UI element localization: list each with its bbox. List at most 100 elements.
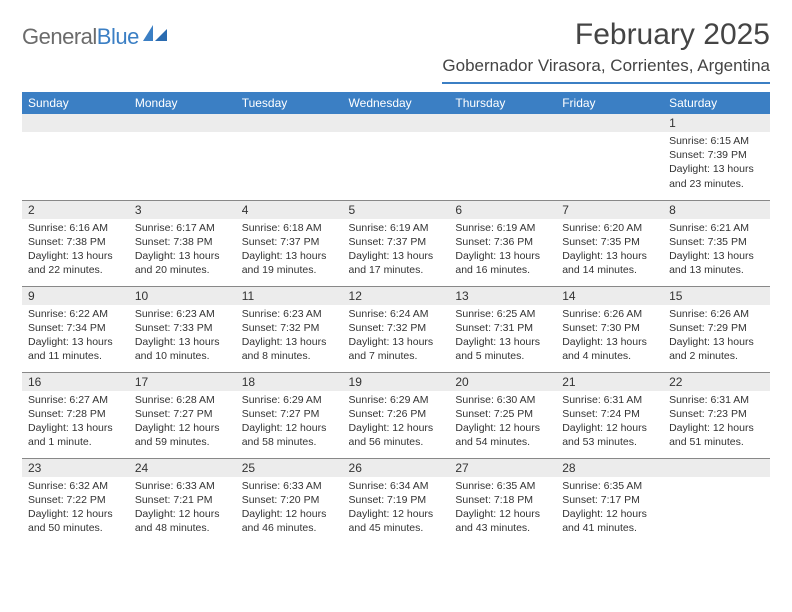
day-line: Sunrise: 6:35 AM (562, 479, 657, 493)
calendar-week: 9Sunrise: 6:22 AMSunset: 7:34 PMDaylight… (22, 286, 770, 372)
day-line: Sunrise: 6:29 AM (349, 393, 444, 407)
day-line: Sunset: 7:39 PM (669, 148, 764, 162)
day-line: Sunrise: 6:21 AM (669, 221, 764, 235)
day-line: and 43 minutes. (455, 521, 550, 535)
day-content: Sunrise: 6:17 AMSunset: 7:38 PMDaylight:… (129, 219, 236, 282)
day-line: Sunrise: 6:16 AM (28, 221, 123, 235)
day-line: Sunrise: 6:24 AM (349, 307, 444, 321)
day-line: Sunset: 7:27 PM (242, 407, 337, 421)
day-header: Saturday (663, 92, 770, 114)
day-content: Sunrise: 6:34 AMSunset: 7:19 PMDaylight:… (343, 477, 450, 540)
day-line: and 51 minutes. (669, 435, 764, 449)
day-number: 27 (449, 459, 556, 477)
day-number: 7 (556, 201, 663, 219)
calendar-day: 3Sunrise: 6:17 AMSunset: 7:38 PMDaylight… (129, 200, 236, 286)
day-line: and 23 minutes. (669, 177, 764, 191)
day-line: Daylight: 12 hours (28, 507, 123, 521)
day-number: 9 (22, 287, 129, 305)
day-line: and 45 minutes. (349, 521, 444, 535)
day-line: Daylight: 13 hours (669, 335, 764, 349)
day-number (663, 459, 770, 477)
day-line: Sunset: 7:32 PM (349, 321, 444, 335)
day-line: Daylight: 12 hours (242, 421, 337, 435)
day-number (129, 114, 236, 132)
day-line: Sunrise: 6:20 AM (562, 221, 657, 235)
day-number: 14 (556, 287, 663, 305)
day-line: Daylight: 12 hours (135, 421, 230, 435)
calendar-day: 21Sunrise: 6:31 AMSunset: 7:24 PMDayligh… (556, 372, 663, 458)
day-number: 6 (449, 201, 556, 219)
day-line: Sunset: 7:25 PM (455, 407, 550, 421)
day-content: Sunrise: 6:23 AMSunset: 7:32 PMDaylight:… (236, 305, 343, 368)
day-line: Sunrise: 6:30 AM (455, 393, 550, 407)
day-line: Sunset: 7:19 PM (349, 493, 444, 507)
day-content: Sunrise: 6:21 AMSunset: 7:35 PMDaylight:… (663, 219, 770, 282)
location-subtitle: Gobernador Virasora, Corrientes, Argenti… (442, 56, 770, 76)
day-line: Sunset: 7:17 PM (562, 493, 657, 507)
day-header-row: Sunday Monday Tuesday Wednesday Thursday… (22, 92, 770, 114)
day-number: 26 (343, 459, 450, 477)
day-line: Sunrise: 6:28 AM (135, 393, 230, 407)
calendar-day: 13Sunrise: 6:25 AMSunset: 7:31 PMDayligh… (449, 286, 556, 372)
calendar-day: 11Sunrise: 6:23 AMSunset: 7:32 PMDayligh… (236, 286, 343, 372)
day-number: 18 (236, 373, 343, 391)
brand-name-blue: Blue (97, 24, 139, 49)
calendar-day: 2Sunrise: 6:16 AMSunset: 7:38 PMDaylight… (22, 200, 129, 286)
calendar-day: 15Sunrise: 6:26 AMSunset: 7:29 PMDayligh… (663, 286, 770, 372)
day-line: and 7 minutes. (349, 349, 444, 363)
day-line: and 19 minutes. (242, 263, 337, 277)
day-line: Sunset: 7:28 PM (28, 407, 123, 421)
day-line: Daylight: 12 hours (242, 507, 337, 521)
day-line: Sunrise: 6:15 AM (669, 134, 764, 148)
day-line: and 4 minutes. (562, 349, 657, 363)
day-number: 5 (343, 201, 450, 219)
calendar-day: 19Sunrise: 6:29 AMSunset: 7:26 PMDayligh… (343, 372, 450, 458)
page-header: GeneralBlue February 2025 Gobernador Vir… (22, 18, 770, 84)
day-line: and 22 minutes. (28, 263, 123, 277)
day-number (556, 114, 663, 132)
day-line: Sunset: 7:26 PM (349, 407, 444, 421)
day-line: Daylight: 13 hours (135, 335, 230, 349)
day-line: Daylight: 12 hours (349, 507, 444, 521)
calendar-day: 22Sunrise: 6:31 AMSunset: 7:23 PMDayligh… (663, 372, 770, 458)
day-number: 24 (129, 459, 236, 477)
day-line: and 46 minutes. (242, 521, 337, 535)
day-line: and 17 minutes. (349, 263, 444, 277)
day-number: 13 (449, 287, 556, 305)
calendar-day (236, 114, 343, 200)
calendar-day: 10Sunrise: 6:23 AMSunset: 7:33 PMDayligh… (129, 286, 236, 372)
day-line: and 14 minutes. (562, 263, 657, 277)
day-line: and 11 minutes. (28, 349, 123, 363)
day-line: Sunset: 7:24 PM (562, 407, 657, 421)
day-content: Sunrise: 6:32 AMSunset: 7:22 PMDaylight:… (22, 477, 129, 540)
day-line: and 8 minutes. (242, 349, 337, 363)
calendar-week: 16Sunrise: 6:27 AMSunset: 7:28 PMDayligh… (22, 372, 770, 458)
day-content: Sunrise: 6:28 AMSunset: 7:27 PMDaylight:… (129, 391, 236, 454)
day-number: 22 (663, 373, 770, 391)
day-line: Sunset: 7:32 PM (242, 321, 337, 335)
day-line: Daylight: 13 hours (562, 335, 657, 349)
day-line: Sunset: 7:18 PM (455, 493, 550, 507)
day-line: Daylight: 13 hours (28, 421, 123, 435)
day-line: Sunrise: 6:31 AM (669, 393, 764, 407)
day-content: Sunrise: 6:27 AMSunset: 7:28 PMDaylight:… (22, 391, 129, 454)
day-line: Sunset: 7:30 PM (562, 321, 657, 335)
day-line: Sunset: 7:21 PM (135, 493, 230, 507)
day-number: 2 (22, 201, 129, 219)
day-line: Sunrise: 6:29 AM (242, 393, 337, 407)
day-line: Daylight: 12 hours (669, 421, 764, 435)
day-content: Sunrise: 6:19 AMSunset: 7:36 PMDaylight:… (449, 219, 556, 282)
day-number: 17 (129, 373, 236, 391)
day-line: and 2 minutes. (669, 349, 764, 363)
day-content: Sunrise: 6:31 AMSunset: 7:24 PMDaylight:… (556, 391, 663, 454)
day-content: Sunrise: 6:29 AMSunset: 7:26 PMDaylight:… (343, 391, 450, 454)
calendar-day: 23Sunrise: 6:32 AMSunset: 7:22 PMDayligh… (22, 458, 129, 544)
day-line: Sunrise: 6:27 AM (28, 393, 123, 407)
calendar-day: 9Sunrise: 6:22 AMSunset: 7:34 PMDaylight… (22, 286, 129, 372)
calendar-day: 1Sunrise: 6:15 AMSunset: 7:39 PMDaylight… (663, 114, 770, 200)
day-line: Sunset: 7:37 PM (349, 235, 444, 249)
day-line: Daylight: 13 hours (242, 335, 337, 349)
day-line: Sunrise: 6:25 AM (455, 307, 550, 321)
day-number: 19 (343, 373, 450, 391)
day-content: Sunrise: 6:19 AMSunset: 7:37 PMDaylight:… (343, 219, 450, 282)
